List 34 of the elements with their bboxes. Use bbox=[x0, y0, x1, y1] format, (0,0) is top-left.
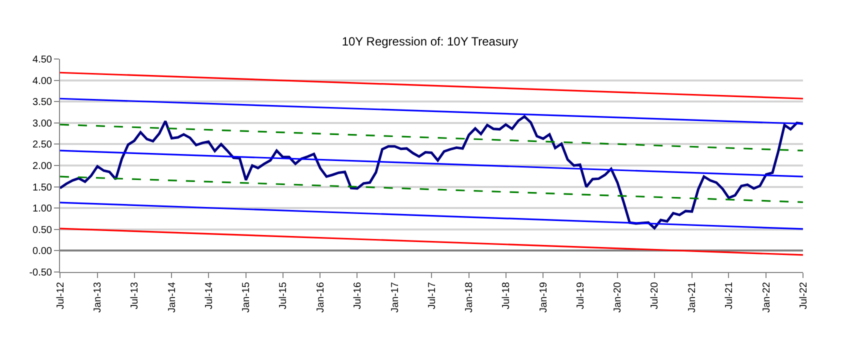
chart-title: 10Y Regression of: 10Y Treasury bbox=[342, 34, 518, 49]
x-tick-label: Jan-16 bbox=[315, 282, 326, 313]
x-tick-label: Jul-17 bbox=[426, 282, 438, 310]
y-tick-label: 1.50 bbox=[32, 182, 52, 194]
x-tick-label: Jan-14 bbox=[166, 282, 178, 313]
y-tick-label: 0.50 bbox=[32, 224, 52, 236]
x-tick-label: Jul-18 bbox=[501, 282, 512, 310]
x-tick-label: Jul-22 bbox=[798, 282, 810, 310]
x-tick-label: Jul-21 bbox=[724, 282, 735, 310]
x-tick-label: Jan-19 bbox=[538, 282, 550, 313]
y-tick-label: 0.00 bbox=[32, 246, 52, 258]
x-tick-label: Jan-17 bbox=[390, 282, 401, 313]
y-tick-label: 4.00 bbox=[32, 76, 52, 87]
y-tick-label: -0.50 bbox=[29, 268, 52, 278]
x-tick-label: Jan-21 bbox=[687, 282, 698, 313]
x-tick-label: Jan-20 bbox=[612, 282, 624, 313]
x-tick-label: Jul-16 bbox=[352, 282, 364, 310]
y-tick-label: 3.50 bbox=[32, 97, 52, 108]
line-series bbox=[60, 115, 803, 230]
x-tick-label: Jul-20 bbox=[650, 282, 661, 310]
y-tick-label: 2.50 bbox=[32, 140, 52, 151]
x-tick-label: Jul-15 bbox=[278, 282, 290, 310]
x-tick-label: Jan-22 bbox=[761, 282, 772, 313]
y-tick-label: 4.50 bbox=[32, 54, 52, 66]
y-tick-label: 2.00 bbox=[32, 161, 52, 172]
x-tick-label: Jan-13 bbox=[92, 282, 104, 313]
y-tick-label: 1.00 bbox=[32, 204, 52, 215]
y-tick-label: 3.00 bbox=[32, 118, 52, 130]
x-tick-label: Jul-14 bbox=[204, 282, 215, 310]
x-tick-label: Jul-19 bbox=[575, 282, 586, 310]
x-tick-label: Jan-15 bbox=[241, 282, 252, 313]
x-tick-label: Jul-12 bbox=[55, 282, 66, 310]
x-tick-label: Jul-13 bbox=[130, 282, 141, 310]
x-tick-label: Jan-18 bbox=[464, 282, 476, 313]
